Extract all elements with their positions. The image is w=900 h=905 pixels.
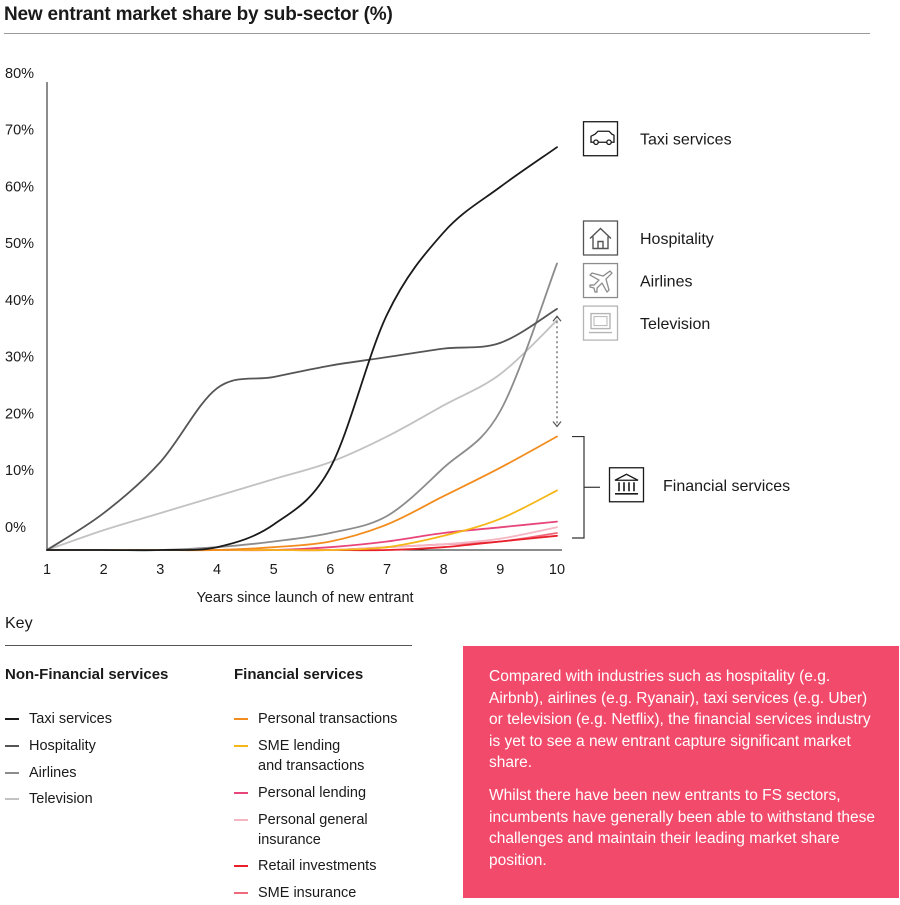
series-line-personal_transactions (46, 435, 558, 552)
house-icon (582, 220, 619, 256)
series-line-television (46, 319, 558, 551)
annotation-label: Television (640, 316, 710, 333)
x-tick-label: 6 (326, 562, 334, 578)
y-tick-label: 50% (5, 236, 34, 252)
x-axis: 1 2 3 4 5 6 7 8 9 10 Years since launch of new ent… (43, 549, 565, 606)
y-tick-label: 40% (5, 293, 34, 309)
key-heading-financial: Financial services (234, 666, 364, 683)
legend-label: Taxi services (29, 711, 112, 727)
legend-item-sme_lending: SME lending and transactions (234, 736, 364, 776)
x-tick-label: 8 (440, 562, 448, 578)
legend-item-airlines: Airlines (5, 763, 77, 783)
legend-swatch (5, 772, 19, 774)
chart-title: New entrant market share by sub-sector (… (4, 4, 393, 25)
legend-swatch (234, 819, 248, 821)
x-tick-label: 3 (156, 562, 164, 578)
x-tick-label: 4 (213, 562, 221, 578)
legend-label: Personal general insurance (258, 812, 368, 848)
key-title: Key (5, 615, 33, 632)
legend-item-personal_transactions: Personal transactions (234, 709, 397, 729)
y-tick-label: 20% (5, 406, 34, 422)
callout-paragraph-2: Whilst there have been new entrants to F… (489, 786, 876, 869)
legend-item-taxi: Taxi services (5, 709, 112, 729)
legend-label: Retail investments (258, 858, 377, 874)
legend-label: Television (29, 791, 93, 807)
legend-swatch (234, 865, 248, 867)
series-lines (46, 146, 558, 552)
callout-box: Compared with industries such as hospita… (463, 646, 899, 898)
x-tick-label: 1 (43, 562, 51, 578)
legend-swatch (5, 745, 19, 747)
legend-label: Personal lending (258, 785, 367, 801)
y-tick-label: 60% (5, 179, 34, 195)
legend-item-sme_insurance: SME insurance (234, 883, 356, 903)
y-tick-label: 10% (5, 463, 34, 479)
x-tick-label: 9 (496, 562, 504, 578)
x-tick-label: 5 (270, 562, 278, 578)
title-divider (4, 33, 870, 34)
y-axis: 0% 10% 20% 30% 40% 50% 60% 70% 80% (5, 66, 48, 550)
legend-swatch (234, 792, 248, 794)
gap-arrow-head-bottom (552, 421, 562, 428)
legend-label: SME insurance (258, 885, 357, 901)
annotations: Taxi services Hospitality Airlines Televisi… (552, 121, 790, 539)
legend-label: Hospitality (29, 738, 96, 754)
legend-label: Airlines (29, 765, 77, 781)
series-line-airlines (46, 262, 558, 552)
legend-item-retail_investments: Retail investments (234, 856, 376, 876)
annotation-label: Financial services (663, 478, 790, 495)
line-chart: 0% 10% 20% 30% 40% 50% 60% 70% 80% 1 2 3 4 5 6 7 8 9 10 Ye… (5, 66, 790, 606)
legend-item-hospitality: Hospitality (5, 736, 96, 756)
legend-item-personal_lending: Personal lending (234, 783, 366, 803)
legend-swatch (234, 718, 248, 720)
y-tick-label: 70% (5, 123, 34, 139)
y-tick-label: 0% (5, 520, 26, 536)
series-line-hospitality (46, 308, 558, 551)
x-tick-label: 2 (100, 562, 108, 578)
x-tick-label: 7 (383, 562, 391, 578)
y-tick-label: 30% (5, 350, 34, 366)
legend-item-television: Television (5, 789, 93, 809)
legend-swatch (5, 718, 19, 720)
key-divider (5, 645, 412, 646)
legend-swatch (5, 798, 19, 800)
key-heading-non-financial: Non-Financial services (5, 666, 169, 683)
x-axis-label: Years since launch of new entrant (196, 590, 413, 606)
legend-swatch (234, 892, 248, 894)
annotation-label: Airlines (640, 274, 692, 291)
annotation-label: Taxi services (640, 132, 732, 149)
legend-swatch (234, 745, 248, 747)
annotation-label: Hospitality (640, 231, 714, 248)
financial-services-bracket (572, 435, 585, 539)
car-icon (582, 121, 619, 157)
airplane-icon (582, 262, 619, 299)
x-tick-label: 10 (549, 562, 565, 578)
bank-icon (608, 467, 645, 503)
legend-label: SME lending and transactions (258, 738, 365, 774)
y-tick-label: 80% (5, 66, 34, 82)
gap-arrow-head-top (552, 315, 562, 322)
legend-label: Personal transactions (258, 711, 398, 727)
series-line-taxi (46, 146, 558, 552)
callout-paragraph-1: Compared with industries such as hospita… (489, 668, 871, 772)
legend-item-personal_general_insurance: Personal general insurance (234, 810, 368, 850)
tv-icon (582, 305, 619, 341)
